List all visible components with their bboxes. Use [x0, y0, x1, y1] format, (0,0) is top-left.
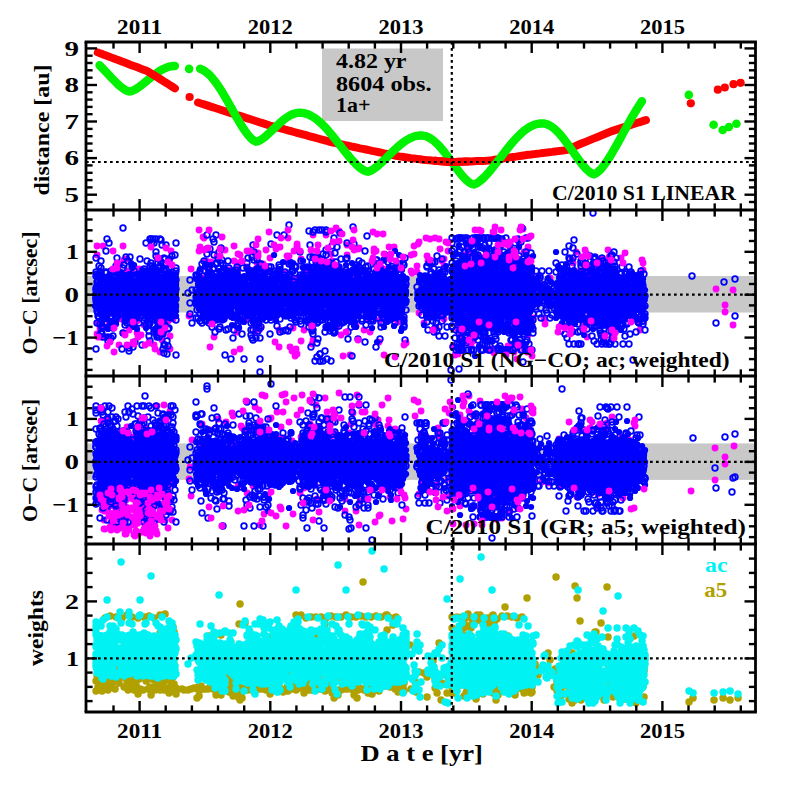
svg-text:2015: 2015: [640, 14, 685, 39]
svg-text:2011: 2011: [117, 718, 162, 743]
svg-text:−1: −1: [52, 325, 79, 350]
svg-text:0: 0: [65, 282, 80, 307]
svg-text:1: 1: [66, 406, 79, 431]
svg-text:2014: 2014: [509, 14, 554, 39]
svg-text:9: 9: [65, 36, 80, 61]
svg-text:1: 1: [66, 646, 79, 671]
svg-text:O−C [arcsec]: O−C [arcsec]: [17, 232, 42, 355]
svg-text:2015: 2015: [640, 718, 685, 743]
svg-text:C/2010 S1 (NG−CO; ac; weighted: C/2010 S1 (NG−CO; ac; weighted): [384, 348, 730, 372]
svg-text:distance [au]: distance [au]: [29, 65, 54, 196]
svg-text:1: 1: [66, 239, 79, 264]
svg-text:weights: weights: [23, 590, 48, 666]
svg-text:6: 6: [65, 145, 80, 170]
svg-text:5: 5: [65, 182, 80, 207]
svg-text:2013: 2013: [379, 718, 424, 743]
svg-text:O−C [arcsec]: O−C [arcsec]: [17, 399, 42, 522]
svg-text:−1: −1: [52, 492, 79, 517]
svg-text:2013: 2013: [379, 14, 424, 39]
svg-text:C/2010 S1 LINEAR: C/2010 S1 LINEAR: [552, 181, 737, 205]
svg-text:ac: ac: [705, 552, 728, 577]
svg-text:4.82 yr: 4.82 yr: [336, 49, 407, 73]
svg-text:2011: 2011: [117, 14, 162, 39]
svg-text:2012: 2012: [248, 718, 293, 743]
svg-text:2: 2: [65, 589, 79, 614]
svg-text:1a+: 1a+: [336, 93, 371, 117]
svg-text:0: 0: [65, 449, 80, 474]
svg-text:7: 7: [65, 109, 80, 134]
svg-text:a5: a5: [704, 577, 727, 602]
svg-text:2012: 2012: [248, 14, 293, 39]
svg-text:2014: 2014: [509, 718, 554, 743]
svg-text:D a t e [yr]: D a t e [yr]: [360, 741, 483, 766]
svg-text:8: 8: [65, 72, 80, 97]
svg-text:C/2010 S1 (GR; a5; weighted): C/2010 S1 (GR; a5; weighted): [426, 515, 746, 539]
